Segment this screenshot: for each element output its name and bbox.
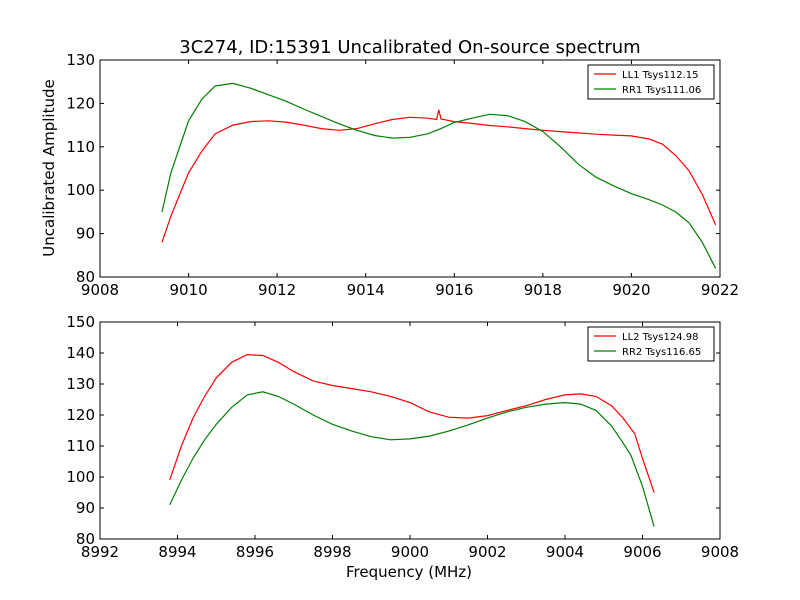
x-tick-label: 9002 [468, 543, 506, 561]
y-tick-label: 140 [66, 344, 95, 362]
y-tick-label: 130 [66, 51, 95, 69]
legend-label: LL1 Tsys112.15 [622, 70, 698, 81]
series-line-1-2 [161, 82, 717, 269]
legend-label: RR1 Tsys111.06 [622, 85, 701, 96]
x-tick-label: 9012 [258, 281, 296, 299]
bottom-panel: 8992 8994 8996 8998 9000 9002 9004 9006 9008 80 90… [66, 313, 739, 561]
y-tick-label: 80 [76, 268, 95, 286]
x-tick-label: 8994 [158, 543, 196, 561]
legend: LL1 Tsys112.15 RR1 Tsys111.06 [587, 64, 715, 100]
y-tick-label: 130 [66, 375, 95, 393]
y-tick-label: 80 [76, 530, 95, 548]
y-tick-label: 120 [66, 406, 95, 424]
x-tick-label: 8992 [81, 543, 119, 561]
y-tick-label: 100 [66, 468, 95, 486]
x-tick-label: 9008 [701, 543, 739, 561]
x-axis-label: Frequency (MHz) [346, 563, 472, 581]
x-tick-label: 9022 [701, 281, 739, 299]
y-tick-label: 110 [66, 138, 95, 156]
x-tick-label: 9010 [169, 281, 207, 299]
x-tick-label: 9000 [391, 543, 429, 561]
x-tick-label: 9020 [612, 281, 650, 299]
y-tick-label: 90 [76, 225, 95, 243]
x-tick-label: 9006 [623, 543, 661, 561]
y-tick-label: 110 [66, 437, 95, 455]
x-tick-label: 9008 [81, 281, 119, 299]
y-tick-label: 90 [76, 499, 95, 517]
plot-frame [99, 59, 721, 278]
x-tick-label: 9016 [435, 281, 473, 299]
x-tick-label: 8998 [313, 543, 351, 561]
y-axis-label: Uncalibrated Amplitude [40, 79, 58, 256]
top-panel: 9008 9010 9012 9014 9016 9018 9020 9022 80 90 100 1… [66, 51, 739, 299]
y-tick-label: 150 [66, 313, 95, 331]
series-line-2-1 [169, 353, 655, 493]
legend-box [587, 326, 715, 362]
series-line-1-1 [161, 109, 717, 243]
x-tick-label: 8996 [236, 543, 274, 561]
chart-title: 3C274, ID:15391 Uncalibrated On-source s… [179, 37, 640, 58]
x-tick-label: 9014 [347, 281, 385, 299]
legend-label: RR2 Tsys116.65 [622, 347, 701, 358]
legend-label: LL2 Tsys124.98 [622, 332, 698, 343]
y-tick-label: 120 [66, 94, 95, 112]
series-line-2-2 [169, 391, 655, 527]
legend: LL2 Tsys124.98 RR2 Tsys116.65 [587, 326, 715, 362]
y-tick-label: 100 [66, 181, 95, 199]
x-tick-label: 9018 [524, 281, 562, 299]
x-tick-label: 9004 [546, 543, 584, 561]
legend-box [587, 64, 715, 100]
